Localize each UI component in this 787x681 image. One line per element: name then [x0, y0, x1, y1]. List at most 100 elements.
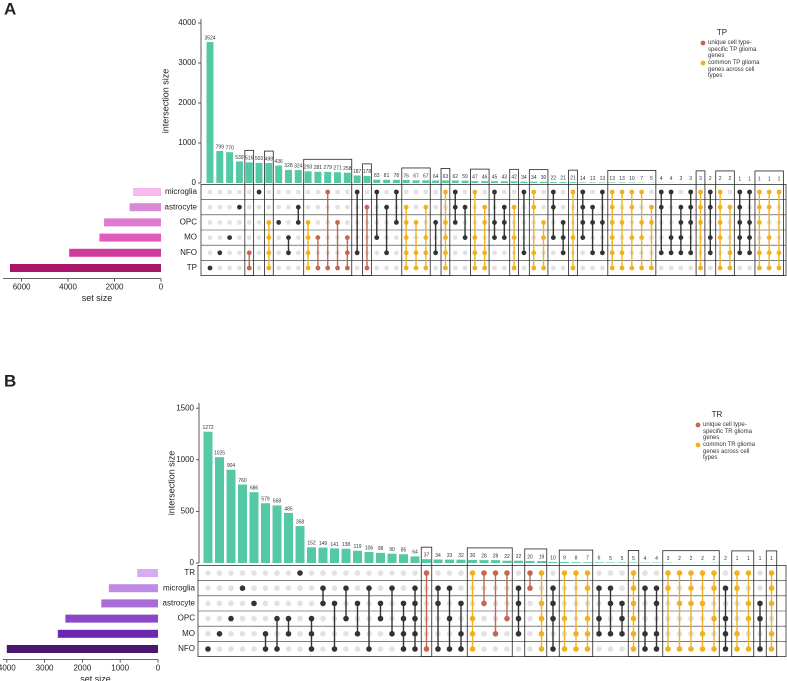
- member-dot: [560, 250, 566, 256]
- empty-dot: [274, 585, 280, 591]
- empty-dot: [384, 189, 389, 195]
- empty-dot: [590, 265, 595, 271]
- bar-value-label: 3: [679, 176, 682, 182]
- member-dot: [727, 204, 733, 210]
- member-dot: [515, 600, 522, 607]
- member-dot: [619, 220, 625, 225]
- legend-label: common TR glioma genes across cell types: [703, 442, 755, 461]
- bar-value-label: 3: [667, 556, 670, 562]
- empty-dot: [308, 570, 315, 576]
- set-size-bar: [57, 629, 158, 638]
- member-dot: [458, 631, 464, 637]
- empty-dot: [227, 265, 233, 271]
- member-dot: [423, 235, 429, 241]
- empty-dot: [649, 189, 654, 195]
- member-dot: [315, 265, 321, 271]
- empty-dot: [295, 189, 301, 195]
- bar-value-label: 6: [598, 556, 601, 562]
- member-dot: [590, 220, 595, 225]
- bar: [502, 560, 512, 563]
- empty-dot: [354, 585, 361, 591]
- empty-dot: [364, 189, 370, 195]
- member-dot: [344, 265, 350, 271]
- empty-dot: [580, 250, 586, 256]
- member-dot: [412, 646, 418, 652]
- member-dot: [642, 585, 648, 591]
- member-dot: [747, 189, 752, 195]
- bar-value-label: 324: [294, 163, 303, 169]
- empty-dot: [276, 250, 282, 256]
- member-dot: [707, 189, 713, 195]
- member-dot: [711, 615, 717, 622]
- member-dot: [354, 600, 361, 607]
- member-dot: [331, 646, 338, 652]
- empty-dot: [389, 646, 395, 652]
- member-dot: [343, 615, 349, 622]
- member-dot: [276, 220, 282, 225]
- set-size-bar: [65, 614, 158, 623]
- set-name: microglia: [163, 583, 196, 592]
- bar: [294, 170, 302, 183]
- bar-value-label: 78: [394, 173, 400, 179]
- member-dot: [561, 615, 568, 622]
- member-dot: [757, 600, 763, 607]
- member-dot: [629, 235, 635, 241]
- member-dot: [482, 265, 488, 271]
- y-tick-label: 2000: [178, 98, 196, 107]
- bar: [598, 182, 606, 183]
- bar: [215, 457, 224, 563]
- empty-dot: [452, 235, 458, 241]
- member-dot: [216, 631, 223, 637]
- member-dot: [737, 250, 743, 256]
- bar: [479, 560, 489, 563]
- bar-value-label: 1: [747, 556, 750, 562]
- member-dot: [596, 631, 602, 637]
- member-dot: [619, 265, 625, 271]
- empty-dot: [377, 646, 384, 652]
- member-dot: [237, 204, 242, 210]
- empty-dot: [389, 570, 395, 576]
- legend-label: unique cell type-specific TP glioma gene…: [708, 40, 757, 59]
- member-dot: [658, 204, 664, 210]
- member-dot: [688, 646, 694, 652]
- empty-dot: [452, 265, 458, 271]
- bar: [304, 171, 312, 183]
- empty-dot: [237, 250, 242, 256]
- member-dot: [511, 265, 517, 271]
- member-dot: [734, 631, 740, 637]
- empty-dot: [423, 189, 429, 195]
- member-dot: [619, 631, 625, 637]
- member-dot: [366, 585, 372, 591]
- member-dot: [619, 600, 625, 607]
- member-dot: [274, 615, 280, 622]
- empty-dot: [286, 189, 291, 195]
- highlight-box: [715, 170, 735, 276]
- member-dot: [698, 204, 703, 210]
- empty-dot: [462, 265, 468, 271]
- empty-dot: [246, 189, 252, 195]
- empty-dot: [560, 204, 566, 210]
- member-dot: [609, 250, 615, 256]
- member-dot: [676, 646, 683, 652]
- member-dot: [688, 204, 694, 210]
- member-dot: [384, 204, 389, 210]
- x-tick-label: 0: [156, 664, 161, 673]
- member-dot: [331, 600, 338, 607]
- member-dot: [364, 265, 370, 271]
- empty-dot: [653, 570, 660, 576]
- member-dot: [285, 615, 292, 622]
- x-tick-label: 4000: [59, 283, 77, 292]
- empty-dot: [297, 600, 303, 607]
- member-dot: [609, 265, 615, 271]
- bar: [399, 554, 408, 563]
- bar-value-label: 178: [363, 169, 372, 175]
- highlight-box: [524, 548, 548, 657]
- empty-dot: [343, 570, 349, 576]
- bar-value-label: 7: [586, 556, 589, 562]
- member-dot: [711, 585, 717, 591]
- member-dot: [452, 204, 458, 210]
- member-dot: [482, 220, 488, 225]
- bar-value-label: 67: [413, 174, 419, 180]
- bar-value-label: 1272: [202, 425, 213, 431]
- bar-value-label: 770: [225, 146, 234, 152]
